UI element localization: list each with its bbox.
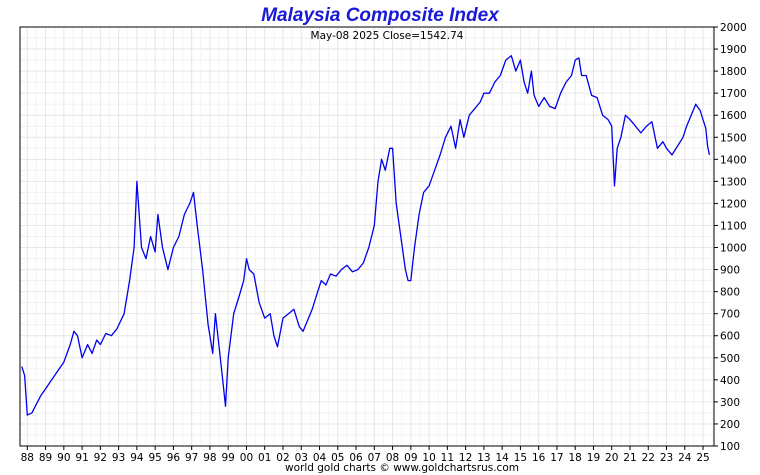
y-tick-label: 1700 [720,88,747,100]
y-tick-label: 1400 [720,154,747,166]
y-tick-label: 200 [720,419,740,431]
x-tick-label: 22 [642,452,655,464]
x-tick-label: 09 [404,452,417,464]
plot-frame [19,26,715,447]
x-tick-label: 19 [587,452,600,464]
x-tick-label: 01 [258,452,271,464]
x-tick-label: 05 [331,452,344,464]
x-tick-label: 98 [203,452,216,464]
x-tick-label: 25 [696,452,709,464]
y-tick-label: 700 [720,309,740,321]
y-tick-label: 1900 [720,44,747,56]
x-tick-label: 94 [130,452,144,464]
x-tick-label: 02 [276,452,289,464]
x-tick-label: 96 [167,452,181,464]
y-tick-label: 500 [720,353,740,365]
x-tick-label: 11 [441,452,454,464]
y-tick-label: 1300 [720,176,747,188]
y-tick-label: 600 [720,331,740,343]
series-group [21,55,711,416]
x-tick-label: 97 [185,452,198,464]
x-tick-label: 18 [569,452,582,464]
x-axis: 88 89 90 91 92 93 94 95 96 97 98 99 00 01 02 03 04 05 06 07… [21,446,710,464]
x-tick-label: 07 [368,452,381,464]
x-tick-label: 10 [422,452,435,464]
x-tick-label: 16 [532,452,546,464]
x-tick-label: 15 [514,452,527,464]
x-tick-label: 89 [39,452,52,464]
x-tick-label: 00 [240,452,253,464]
y-tick-label: 1200 [720,198,747,210]
x-tick-label: 95 [148,452,161,464]
y-tick-label: 1800 [720,66,747,78]
x-tick-label: 92 [94,452,107,464]
y-tick-label: 1100 [720,220,747,232]
y-tick-label: 2000 [720,22,747,34]
y-tick-label: 1600 [720,110,747,122]
x-tick-label: 04 [313,452,327,464]
x-tick-label: 21 [623,452,636,464]
x-tick-label: 13 [477,452,490,464]
gridlines [20,26,714,447]
x-tick-label: 06 [349,452,363,464]
y-tick-label: 900 [720,265,740,277]
x-tick-label: 90 [57,452,70,464]
x-tick-label: 08 [386,452,399,464]
chart-footer: world gold charts © www.goldchartsrus.co… [285,462,519,474]
series-line [21,55,711,416]
x-tick-label: 03 [295,452,308,464]
x-tick-label: 23 [660,452,673,464]
y-tick-label: 1000 [720,243,747,255]
y-tick-label: 800 [720,287,740,299]
x-tick-label: 20 [605,452,618,464]
x-tick-label: 24 [678,452,692,464]
x-tick-label: 99 [222,452,235,464]
x-tick-label: 17 [550,452,563,464]
x-tick-label: 91 [75,452,88,464]
y-axis: 100 200 300 400 500 600 700 800 900 1000 1100 1200 1… [714,22,747,453]
chart-title: Malaysia Composite Index [261,5,500,26]
x-tick-label: 12 [459,452,472,464]
y-tick-label: 400 [720,375,740,387]
x-tick-label: 93 [112,452,125,464]
chart-subtitle: May-08 2025 Close=1542.74 [311,30,464,42]
x-tick-label: 88 [21,452,34,464]
y-tick-label: 100 [720,441,740,453]
x-tick-label: 14 [495,452,509,464]
y-tick-label: 300 [720,397,740,409]
y-tick-label: 1500 [720,132,747,144]
